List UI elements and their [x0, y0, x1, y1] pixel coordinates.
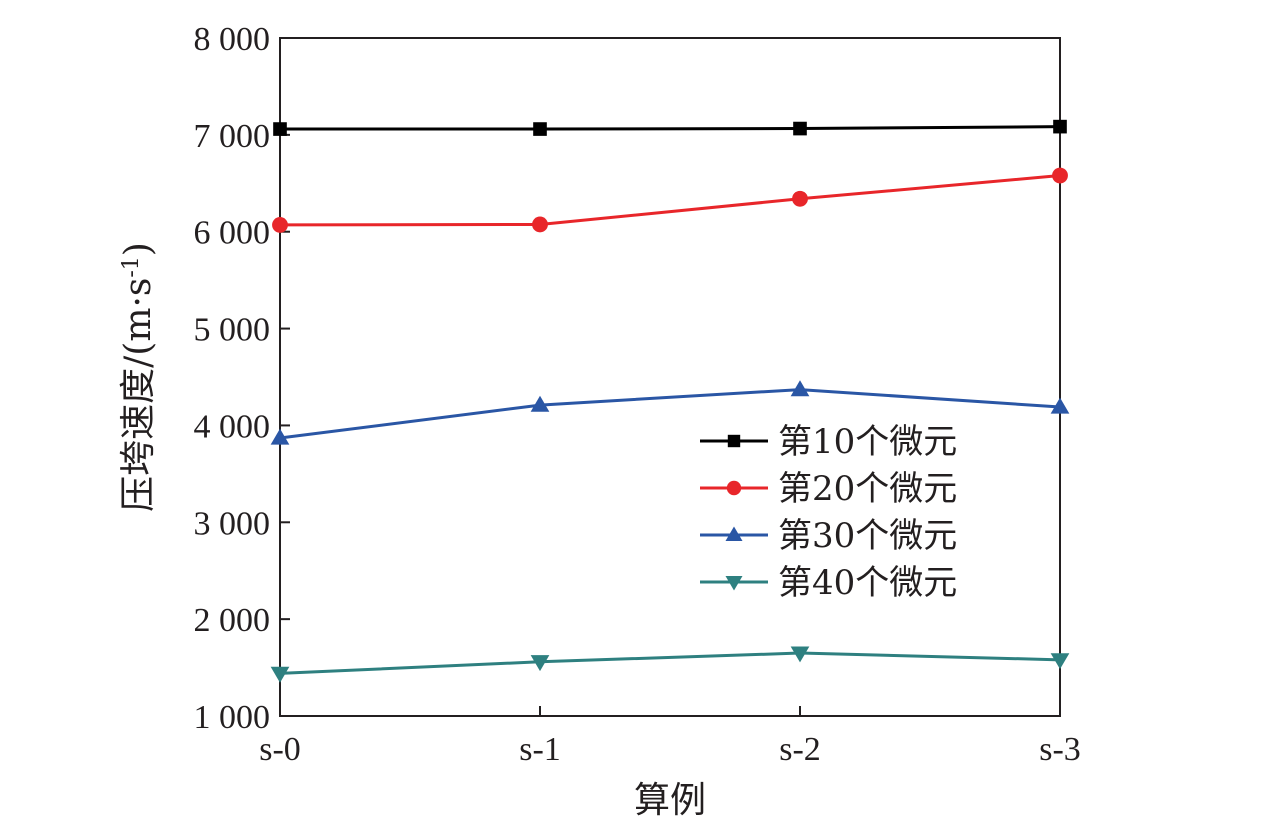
- series-layer: [270, 119, 1070, 683]
- y-tick-label: 4 000: [194, 408, 271, 445]
- data-point: [1053, 119, 1067, 134]
- data-point: [530, 655, 550, 672]
- y-tick-label: 7 000: [194, 118, 271, 155]
- data-point: [792, 190, 808, 207]
- y-tick-label: 2 000: [194, 602, 271, 639]
- legend-marker: [726, 480, 742, 496]
- x-axis-title: 算例: [634, 780, 706, 821]
- legend-entry: 第40个微元: [700, 563, 957, 603]
- data-point: [790, 646, 810, 663]
- y-axis-title-close: ): [118, 242, 159, 256]
- series-2: [272, 167, 1068, 233]
- y-tick-label: 8 000: [194, 21, 271, 58]
- series-4: [270, 646, 1070, 683]
- data-point: [270, 428, 290, 445]
- x-tick-label: s-1: [519, 731, 561, 768]
- y-tick-label: 3 000: [194, 505, 271, 542]
- y-tick-label: 5 000: [194, 312, 271, 349]
- y-axis-title-superscript: -1: [119, 256, 144, 277]
- x-axis: s-0 s-1 s-2 s-3: [259, 706, 1081, 768]
- data-point: [530, 395, 550, 412]
- data-point: [272, 217, 288, 233]
- legend-label: 第40个微元: [778, 563, 957, 603]
- series-line: [279, 388, 1061, 440]
- y-axis-title-main: 压垮速度/(m·s: [118, 278, 159, 512]
- series-line: [279, 174, 1061, 227]
- legend-marker: [727, 434, 741, 448]
- data-point: [273, 122, 287, 136]
- x-tick-label: s-3: [1039, 731, 1081, 768]
- legend-label: 第30个微元: [778, 516, 957, 556]
- series-1: [273, 119, 1067, 136]
- x-tick-label: s-2: [779, 731, 821, 768]
- legend-entry: 第30个微元: [700, 516, 957, 556]
- y-tick-label: 1 000: [194, 699, 271, 736]
- series-3: [270, 380, 1070, 445]
- plot-frame: [279, 37, 1061, 717]
- legend-marker: [725, 576, 743, 591]
- data-point: [532, 216, 548, 233]
- data-point: [793, 121, 807, 136]
- legend-label: 第10个微元: [778, 422, 957, 462]
- data-point: [790, 380, 810, 397]
- legend-entry: 第20个微元: [700, 469, 957, 509]
- x-tick-label: s-0: [259, 731, 301, 768]
- y-tick-label: 6 000: [194, 215, 271, 252]
- legend-label: 第20个微元: [778, 469, 957, 509]
- data-point: [1050, 653, 1070, 670]
- y-axis: 1 000 2 000 3 000 4 000 5 000 6 000 7 000 8 000: [194, 21, 290, 736]
- data-point: [1050, 397, 1070, 414]
- data-point: [1052, 167, 1068, 184]
- series-line: [279, 651, 1061, 675]
- data-point: [533, 122, 547, 136]
- legend-entry: 第10个微元: [700, 422, 957, 462]
- legend-marker: [725, 526, 743, 541]
- y-axis-title: 压垮速度/(m·s-1): [118, 242, 159, 512]
- data-point: [270, 666, 290, 683]
- series-line: [280, 125, 1061, 131]
